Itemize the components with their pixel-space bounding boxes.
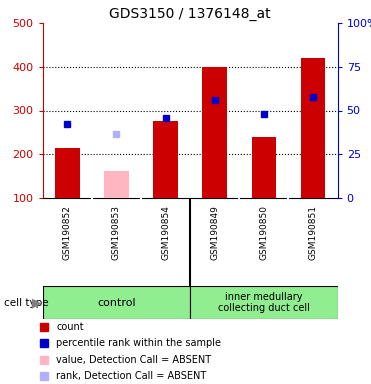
Bar: [301, 58, 325, 198]
Text: GSM190849: GSM190849: [210, 205, 219, 260]
Text: cell type: cell type: [4, 298, 48, 308]
Bar: [55, 148, 79, 198]
Bar: [153, 121, 178, 198]
Text: ▶: ▶: [32, 296, 42, 309]
Bar: [252, 137, 276, 198]
Bar: [203, 67, 227, 198]
Text: inner medullary
collecting duct cell: inner medullary collecting duct cell: [218, 292, 310, 313]
Bar: [190, 286, 338, 319]
Text: value, Detection Call = ABSENT: value, Detection Call = ABSENT: [56, 355, 211, 365]
Text: rank, Detection Call = ABSENT: rank, Detection Call = ABSENT: [56, 371, 207, 381]
Text: GSM190853: GSM190853: [112, 205, 121, 260]
Text: GSM190851: GSM190851: [309, 205, 318, 260]
Bar: [43, 286, 190, 319]
Text: control: control: [97, 298, 136, 308]
Text: count: count: [56, 322, 84, 332]
Bar: [104, 171, 129, 198]
Text: percentile rank within the sample: percentile rank within the sample: [56, 338, 221, 348]
Text: GSM190854: GSM190854: [161, 205, 170, 260]
Text: GSM190852: GSM190852: [63, 205, 72, 260]
Title: GDS3150 / 1376148_at: GDS3150 / 1376148_at: [109, 7, 271, 21]
Text: GSM190850: GSM190850: [259, 205, 268, 260]
